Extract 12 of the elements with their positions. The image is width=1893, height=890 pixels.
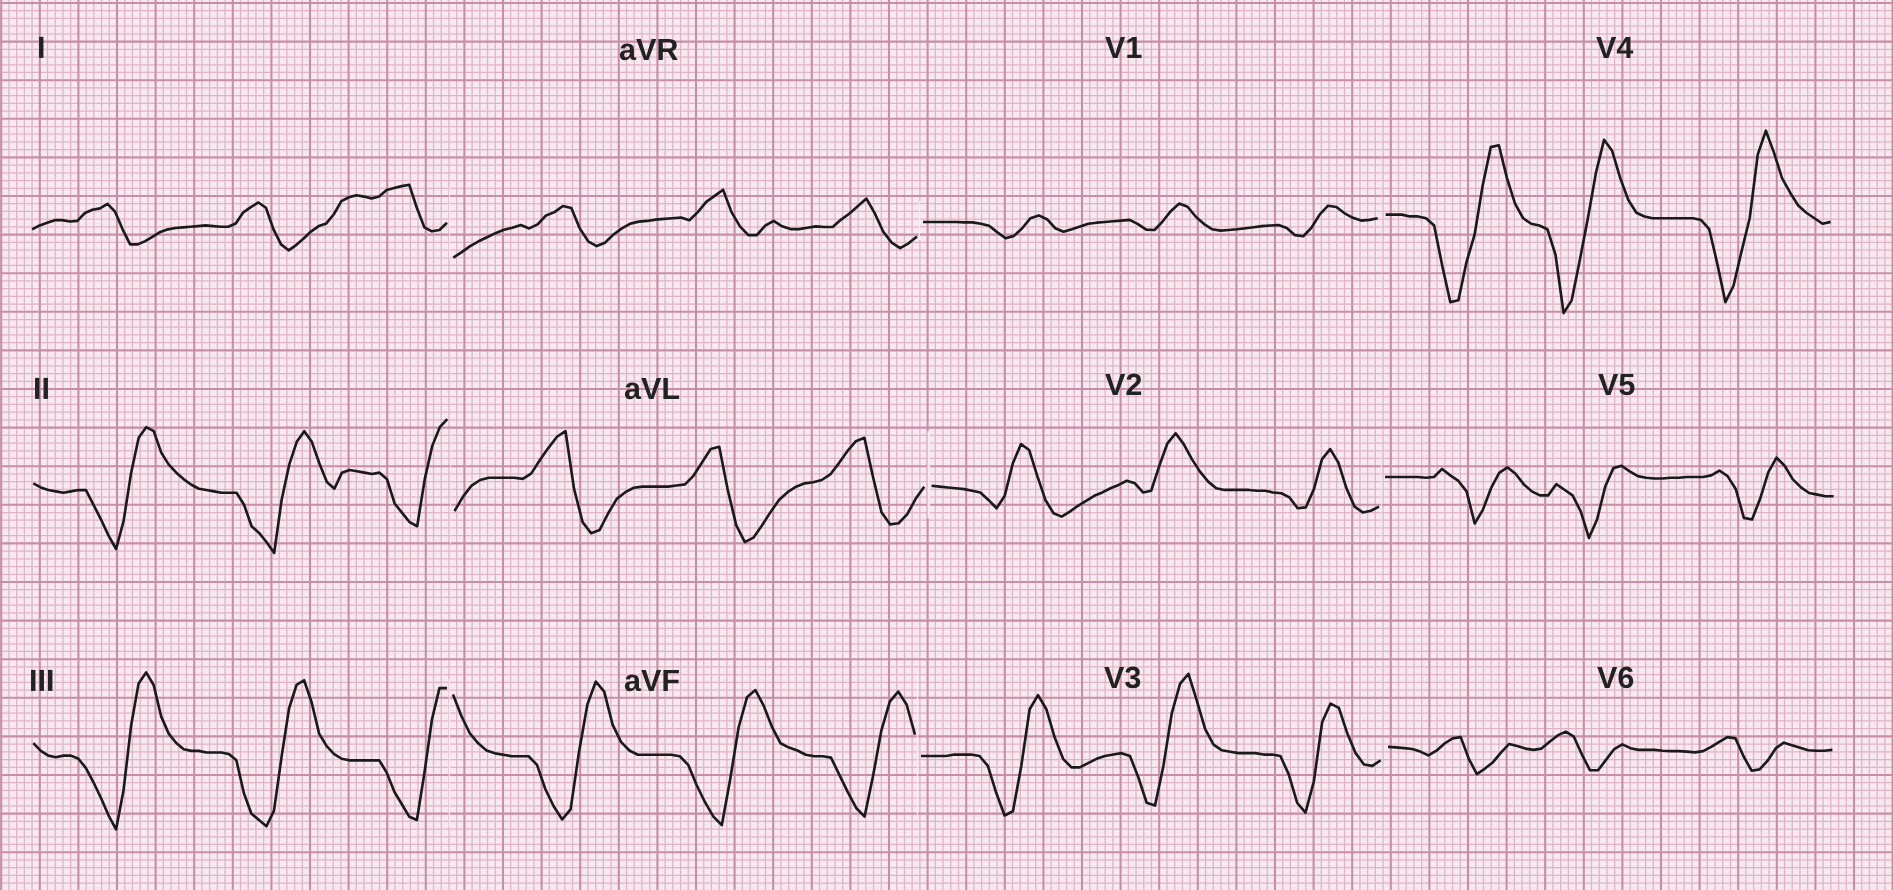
chart-title: V2 xyxy=(1105,373,1142,395)
chart-title: II xyxy=(35,377,48,399)
chart-title: V4 xyxy=(1596,36,1634,58)
chart-title: aVR xyxy=(619,38,678,61)
chart-title: III xyxy=(31,669,53,691)
chart-title: V1 xyxy=(1105,36,1142,58)
chart-title: I xyxy=(39,36,44,58)
chart-title: V3 xyxy=(1104,666,1141,689)
chart-title: V6 xyxy=(1597,666,1634,689)
chart-title: aVF xyxy=(624,669,679,692)
chart-title: aVL xyxy=(624,377,680,400)
chart-title: V5 xyxy=(1598,373,1635,396)
